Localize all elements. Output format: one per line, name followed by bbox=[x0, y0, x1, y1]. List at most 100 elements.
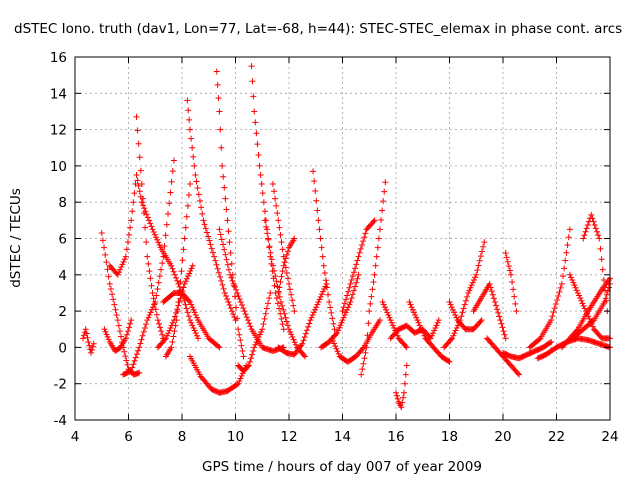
data-point bbox=[170, 268, 177, 275]
data-point bbox=[268, 256, 275, 263]
data-point bbox=[169, 338, 176, 345]
data-point bbox=[82, 326, 89, 333]
data-point bbox=[352, 265, 359, 272]
data-point bbox=[183, 305, 190, 312]
data-point bbox=[158, 328, 165, 335]
data-point bbox=[196, 197, 203, 204]
data-point bbox=[151, 301, 158, 308]
data-point bbox=[107, 286, 114, 293]
data-point bbox=[277, 279, 284, 286]
data-point bbox=[154, 286, 161, 293]
data-point bbox=[271, 282, 278, 289]
data-series-41 bbox=[569, 280, 613, 342]
y-tick-label: 8 bbox=[58, 195, 67, 211]
data-point bbox=[135, 140, 142, 147]
data-point bbox=[394, 395, 401, 402]
data-point bbox=[466, 287, 473, 294]
data-point bbox=[387, 317, 394, 324]
data-point bbox=[141, 205, 148, 212]
data-point bbox=[504, 258, 511, 265]
data-point bbox=[170, 157, 177, 164]
data-point bbox=[177, 279, 184, 286]
x-tick-label: 8 bbox=[178, 429, 187, 445]
data-point bbox=[161, 242, 168, 249]
data-point bbox=[382, 179, 389, 186]
data-point bbox=[139, 332, 146, 339]
data-marks bbox=[80, 63, 613, 411]
data-point bbox=[253, 130, 260, 137]
data-point bbox=[384, 309, 391, 316]
data-point bbox=[281, 259, 288, 266]
data-point bbox=[580, 302, 587, 309]
data-point bbox=[332, 343, 339, 350]
data-point bbox=[185, 297, 192, 304]
data-point bbox=[121, 348, 128, 355]
data-point bbox=[239, 348, 246, 355]
data-point bbox=[146, 217, 153, 224]
data-point bbox=[433, 322, 440, 329]
data-point bbox=[235, 326, 242, 333]
data-point bbox=[144, 253, 151, 260]
data-point bbox=[569, 276, 576, 283]
data-point bbox=[276, 293, 283, 300]
data-point bbox=[571, 282, 578, 289]
data-point bbox=[398, 404, 405, 411]
data-point bbox=[276, 305, 283, 312]
data-point bbox=[209, 249, 216, 256]
data-point bbox=[139, 195, 146, 202]
data-point bbox=[231, 314, 238, 321]
data-point bbox=[153, 234, 160, 241]
data-point bbox=[173, 317, 180, 324]
data-point bbox=[447, 301, 454, 308]
data-point bbox=[349, 273, 356, 280]
data-point bbox=[223, 256, 230, 263]
data-point bbox=[188, 265, 195, 272]
data-point bbox=[161, 336, 168, 343]
data-point bbox=[168, 178, 175, 185]
data-point bbox=[291, 308, 298, 315]
data-point bbox=[299, 340, 306, 347]
data-point bbox=[99, 237, 106, 244]
data-point bbox=[215, 269, 222, 276]
data-point bbox=[140, 202, 147, 209]
data-point bbox=[448, 336, 455, 343]
data-point bbox=[233, 381, 240, 388]
data-point bbox=[124, 328, 131, 335]
data-point bbox=[234, 289, 241, 296]
data-point bbox=[88, 346, 95, 353]
data-point bbox=[331, 340, 338, 347]
data-point bbox=[374, 244, 381, 251]
data-point bbox=[115, 322, 122, 329]
data-point bbox=[548, 338, 555, 345]
data-point bbox=[342, 309, 349, 316]
data-point bbox=[370, 279, 377, 286]
data-point bbox=[372, 262, 379, 269]
data-point bbox=[346, 284, 353, 291]
data-point bbox=[353, 279, 360, 286]
data-point bbox=[219, 281, 226, 288]
data-point bbox=[277, 299, 284, 306]
data-point bbox=[183, 275, 190, 282]
data-point bbox=[574, 289, 581, 296]
data-point bbox=[428, 332, 435, 339]
data-point bbox=[181, 280, 188, 287]
data-point bbox=[493, 302, 500, 309]
data-point bbox=[449, 306, 456, 313]
data-point bbox=[260, 199, 267, 206]
data-point bbox=[122, 335, 129, 342]
data-point bbox=[283, 318, 290, 325]
data-point bbox=[116, 328, 123, 335]
data-point bbox=[190, 306, 197, 313]
data-point bbox=[313, 304, 320, 311]
data-point bbox=[582, 308, 589, 315]
data-point bbox=[323, 284, 330, 291]
data-point bbox=[348, 295, 355, 302]
data-point bbox=[381, 304, 388, 311]
data-point bbox=[472, 274, 479, 281]
x-tick-label: 22 bbox=[548, 429, 565, 445]
data-point bbox=[185, 313, 192, 320]
data-point bbox=[568, 274, 575, 281]
data-point bbox=[322, 277, 329, 284]
data-point bbox=[565, 234, 572, 241]
data-point bbox=[344, 292, 351, 299]
